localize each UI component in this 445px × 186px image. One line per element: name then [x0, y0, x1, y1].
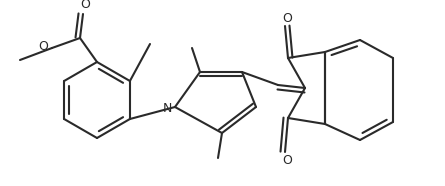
- Text: O: O: [38, 41, 48, 54]
- Text: O: O: [282, 153, 292, 166]
- Text: N: N: [162, 102, 172, 116]
- Text: O: O: [80, 0, 90, 12]
- Text: O: O: [282, 12, 292, 25]
